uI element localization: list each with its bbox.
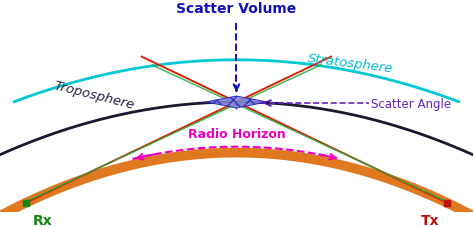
Text: Tx: Tx	[421, 213, 440, 227]
Text: Scatter Volume: Scatter Volume	[176, 2, 297, 16]
Text: Stratosphere: Stratosphere	[307, 52, 393, 75]
Polygon shape	[206, 97, 267, 109]
Text: Rx: Rx	[33, 213, 53, 227]
Text: Scatter Angle: Scatter Angle	[371, 97, 451, 110]
Text: Troposphere: Troposphere	[53, 79, 136, 111]
Text: Radio Horizon: Radio Horizon	[188, 127, 285, 140]
